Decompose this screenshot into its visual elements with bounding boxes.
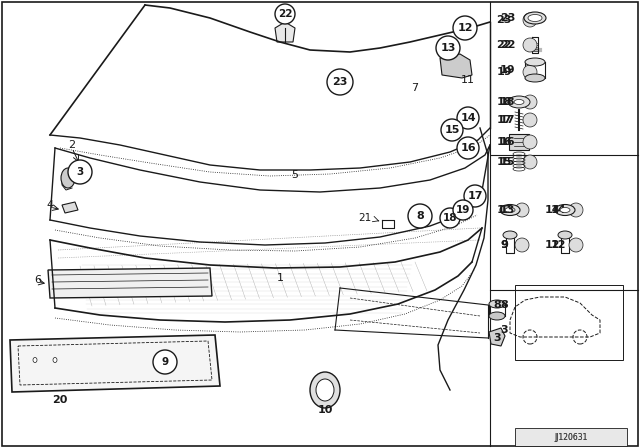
Text: 9: 9 — [161, 357, 168, 367]
Polygon shape — [489, 328, 505, 346]
Text: 19: 19 — [500, 65, 516, 75]
Text: 12: 12 — [550, 240, 566, 250]
Ellipse shape — [524, 12, 546, 24]
Text: 13: 13 — [496, 205, 512, 215]
Ellipse shape — [555, 204, 575, 215]
Polygon shape — [275, 22, 295, 42]
Text: 23: 23 — [332, 77, 348, 87]
Ellipse shape — [528, 14, 542, 22]
Ellipse shape — [500, 204, 520, 215]
Text: 22: 22 — [496, 40, 512, 50]
Ellipse shape — [558, 231, 572, 239]
Text: 14: 14 — [550, 205, 566, 215]
Text: 3: 3 — [76, 167, 84, 177]
Circle shape — [457, 107, 479, 129]
Polygon shape — [10, 335, 220, 392]
Text: 9: 9 — [500, 240, 508, 250]
Text: 19: 19 — [456, 205, 470, 215]
Ellipse shape — [33, 358, 37, 362]
Ellipse shape — [310, 372, 340, 408]
Text: 2: 2 — [68, 140, 76, 150]
Text: 18: 18 — [443, 213, 457, 223]
Circle shape — [515, 203, 529, 217]
Text: 18: 18 — [496, 97, 512, 107]
Ellipse shape — [560, 207, 570, 212]
Circle shape — [569, 203, 583, 217]
Text: 17: 17 — [500, 115, 515, 125]
Circle shape — [275, 4, 295, 24]
Text: 14: 14 — [460, 113, 476, 123]
Circle shape — [523, 113, 537, 127]
Text: 7: 7 — [412, 83, 419, 93]
Text: 19: 19 — [496, 67, 512, 77]
Circle shape — [523, 155, 537, 169]
Circle shape — [457, 137, 479, 159]
Text: 13: 13 — [440, 43, 456, 53]
Text: 6: 6 — [35, 275, 42, 285]
Ellipse shape — [505, 207, 515, 212]
Text: 8: 8 — [416, 211, 424, 221]
Polygon shape — [440, 54, 472, 78]
Ellipse shape — [53, 358, 57, 362]
Polygon shape — [48, 268, 212, 298]
Polygon shape — [62, 202, 78, 213]
Text: 5: 5 — [291, 170, 298, 180]
Ellipse shape — [508, 96, 530, 108]
Text: 17: 17 — [496, 115, 512, 125]
Text: 22: 22 — [500, 40, 515, 50]
FancyBboxPatch shape — [515, 428, 627, 446]
Text: JJ120631: JJ120631 — [554, 432, 588, 441]
Text: 11: 11 — [461, 75, 475, 85]
Text: 12: 12 — [457, 23, 473, 33]
Ellipse shape — [503, 231, 517, 239]
Text: 13: 13 — [500, 205, 515, 215]
Text: 23: 23 — [500, 13, 515, 23]
Circle shape — [68, 160, 92, 184]
Circle shape — [408, 204, 432, 228]
Text: 8: 8 — [493, 300, 500, 310]
Text: 4: 4 — [47, 200, 54, 210]
Text: 9: 9 — [500, 240, 508, 250]
Circle shape — [523, 135, 537, 149]
Text: 16: 16 — [496, 137, 512, 147]
Text: 14: 14 — [545, 205, 561, 215]
Text: 23: 23 — [496, 15, 512, 25]
Text: 20: 20 — [52, 395, 68, 405]
Circle shape — [569, 238, 583, 252]
Circle shape — [515, 238, 529, 252]
Text: 1: 1 — [276, 273, 284, 283]
Ellipse shape — [489, 300, 505, 308]
Text: 3: 3 — [493, 333, 500, 343]
FancyBboxPatch shape — [515, 285, 623, 360]
Circle shape — [327, 69, 353, 95]
Text: 16: 16 — [460, 143, 476, 153]
Text: 15: 15 — [500, 157, 515, 167]
Circle shape — [436, 36, 460, 60]
Text: JJ120631: JJ120631 — [554, 432, 588, 441]
Circle shape — [441, 119, 463, 141]
Circle shape — [153, 350, 177, 374]
Text: 18: 18 — [500, 97, 515, 107]
Text: 3: 3 — [500, 325, 508, 335]
Ellipse shape — [525, 58, 545, 66]
Ellipse shape — [61, 168, 75, 188]
Polygon shape — [509, 134, 529, 150]
Text: 15: 15 — [496, 157, 512, 167]
Circle shape — [440, 208, 460, 228]
Circle shape — [523, 38, 537, 52]
Ellipse shape — [489, 312, 505, 320]
Text: 21: 21 — [358, 213, 372, 223]
Circle shape — [523, 65, 537, 79]
Text: 12: 12 — [545, 240, 561, 250]
Circle shape — [523, 95, 537, 109]
Circle shape — [523, 13, 537, 27]
Circle shape — [453, 200, 473, 220]
Circle shape — [453, 16, 477, 40]
Ellipse shape — [525, 74, 545, 82]
Text: 16: 16 — [500, 137, 516, 147]
Circle shape — [464, 185, 486, 207]
Text: 15: 15 — [444, 125, 460, 135]
Text: 17: 17 — [467, 191, 483, 201]
Text: 8: 8 — [500, 300, 508, 310]
